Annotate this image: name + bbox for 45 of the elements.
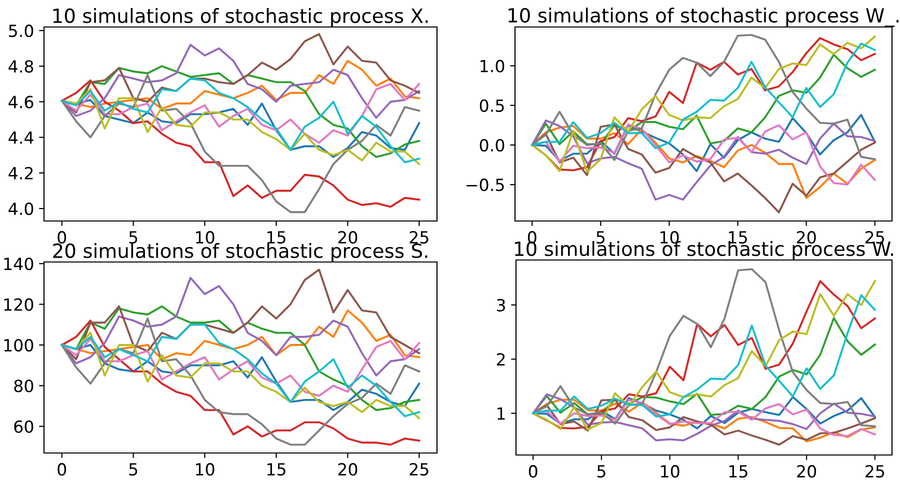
line-series (531, 114, 876, 172)
line-series (532, 294, 876, 418)
line-series (531, 123, 876, 214)
y-tick-label: 4.0 (8, 202, 34, 216)
line-series (60, 82, 420, 144)
line-series (60, 338, 420, 397)
y-tick-label: 0.0 (480, 138, 504, 152)
y-tick-label: 100 (4, 338, 34, 352)
x-tick-label: 15 (267, 463, 286, 476)
y-tick-label: 140 (4, 258, 34, 270)
y-tick-label: 60 (14, 420, 34, 433)
y-tick-label: 3 (496, 298, 505, 312)
x-tick-label: 25 (410, 231, 428, 244)
x-tick-label: 5 (129, 231, 138, 244)
x-tick-label: 0 (58, 231, 66, 244)
x-tick-label: 25 (866, 465, 884, 478)
x-tick-label: 20 (338, 463, 358, 476)
x-tick-label: 0 (58, 463, 66, 476)
y-tick-label: 4.4 (8, 132, 34, 144)
y-tick-label: 4.2 (8, 166, 33, 180)
chart-title: 20 simulations of stochastic process S. (53, 243, 428, 262)
y-tick-label: 1.0 (480, 60, 504, 72)
x-tick-label: 20 (797, 465, 816, 478)
x-tick-label: 25 (865, 231, 884, 244)
x-tick-label: 15 (267, 231, 286, 244)
y-tick-label: 0.5 (480, 99, 504, 112)
x-tick-label: 20 (338, 231, 358, 244)
x-tick-label: 10 (661, 465, 680, 478)
y-tick-label: 80 (14, 380, 34, 392)
chart-title: 10 simulations of stochastic process W_. (508, 8, 898, 27)
chart-title: 10 simulations of stochastic process X. (53, 8, 428, 27)
x-tick-label: 5 (597, 465, 606, 478)
x-tick-label: 10 (196, 463, 214, 476)
y-tick-label: 4.8 (8, 60, 34, 73)
x-tick-label: 0 (528, 465, 538, 478)
x-tick-label: 25 (410, 463, 428, 476)
y-tick-label: 5.0 (9, 24, 34, 38)
y-tick-label: 1 (498, 407, 505, 420)
y-tick-label: 120 (4, 298, 34, 311)
y-tick-label: 4.6 (8, 96, 34, 108)
x-tick-label: 10 (196, 231, 214, 244)
x-tick-label: 5 (129, 463, 138, 476)
y-tick-label: −0.5 (466, 178, 504, 192)
x-tick-label: 15 (729, 465, 748, 478)
y-tick-label: 2 (496, 353, 505, 366)
